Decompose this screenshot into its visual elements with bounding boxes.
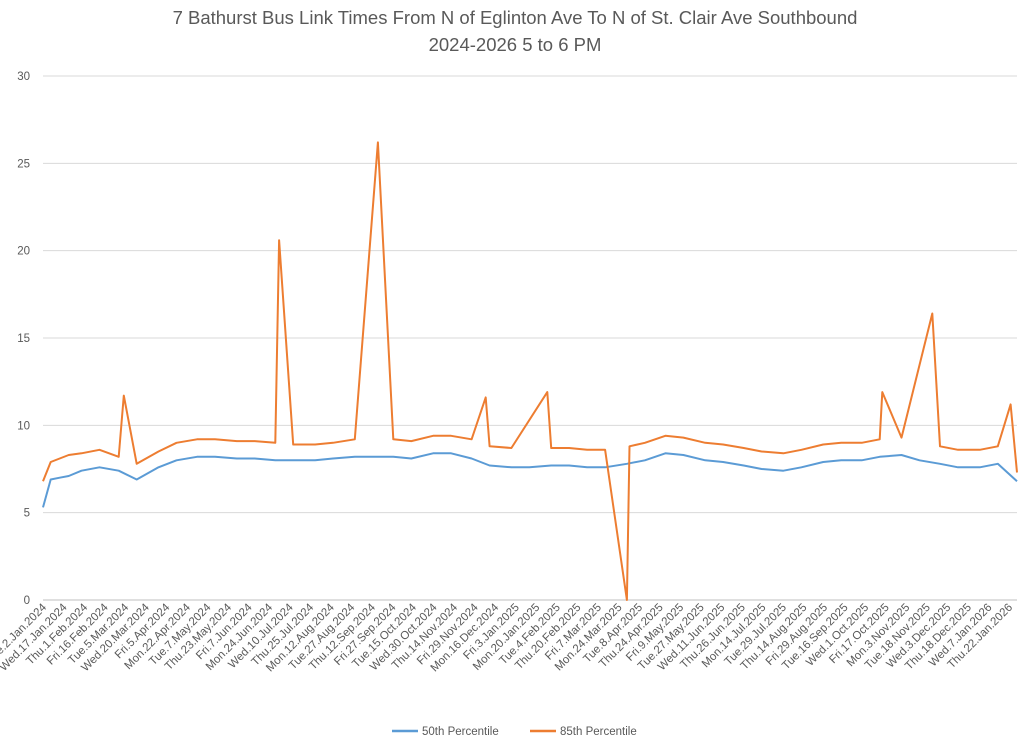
legend-label-85th: 85th Percentile — [560, 726, 637, 738]
y-tick-label: 25 — [17, 158, 30, 170]
series-line-50th-percentile — [42, 452, 1018, 508]
legend-label-50th: 50th Percentile — [422, 726, 499, 738]
y-tick-label: 30 — [17, 71, 30, 83]
gridlines — [43, 75, 1017, 601]
y-tick-label: 10 — [17, 420, 30, 432]
x-axis-ticks: Tue.2.Jan.2024Wed.17.Jan.2024Thu.1.Feb.2… — [0, 601, 1015, 674]
y-axis-ticks: 0 5 10 15 20 25 30 — [17, 71, 30, 607]
series-line-85th-percentile — [42, 141, 1018, 601]
chart-title: 7 Bathurst Bus Link Times From N of Egli… — [173, 7, 858, 28]
legend: 50th Percentile 85th Percentile — [392, 726, 637, 738]
series-lines — [42, 141, 1018, 601]
y-tick-label: 0 — [24, 595, 30, 607]
y-tick-label: 5 — [24, 508, 30, 520]
y-tick-label: 20 — [17, 246, 30, 258]
chart-subtitle: 2024-2026 5 to 6 PM — [429, 34, 602, 55]
y-tick-label: 15 — [17, 333, 30, 345]
